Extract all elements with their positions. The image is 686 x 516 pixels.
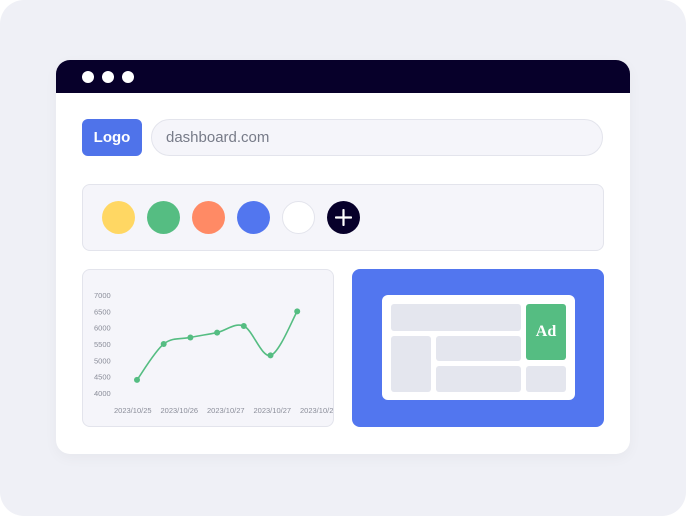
color-swatch[interactable] [102, 201, 135, 234]
color-palette [82, 184, 604, 251]
ad-block[interactable]: Ad [526, 304, 566, 360]
window-dot-icon[interactable] [102, 71, 114, 83]
data-point[interactable] [134, 376, 140, 383]
y-tick-label: 7000 [94, 291, 111, 300]
title-bar [56, 60, 630, 93]
page-mockup: Ad [382, 295, 575, 400]
data-point[interactable] [294, 308, 301, 315]
x-tick-label: 2023/10/27 [207, 406, 245, 415]
sidebar-block [391, 336, 431, 392]
data-point[interactable] [214, 329, 221, 336]
color-swatch[interactable] [147, 201, 180, 234]
y-tick-label: 4000 [94, 389, 111, 398]
header-block [391, 304, 521, 331]
x-tick-label: 2023/10/25 [114, 406, 152, 415]
browser-window: Logo 70006500600055005000450040002023/10… [56, 60, 630, 454]
content-block [526, 366, 566, 392]
y-tick-label: 6500 [94, 307, 111, 316]
data-point[interactable] [160, 341, 167, 347]
data-point[interactable] [267, 352, 274, 359]
window-dot-icon[interactable] [122, 71, 134, 83]
content-block [436, 366, 521, 392]
series-line [136, 310, 298, 381]
content-block [436, 336, 521, 361]
window-dot-icon[interactable] [82, 71, 94, 83]
data-point[interactable] [187, 334, 194, 341]
x-tick-label: 2023/10/26 [161, 406, 199, 415]
color-swatch[interactable] [237, 201, 270, 234]
plus-icon[interactable] [327, 201, 360, 234]
y-tick-label: 4500 [94, 373, 111, 382]
line-chart: 7000 6500 6000 5500 5000 4500 4000 2023/10/25 20… [82, 269, 334, 427]
data-point[interactable] [240, 323, 247, 330]
url-input[interactable] [151, 119, 603, 156]
y-tick-label: 5000 [94, 356, 111, 365]
ad-layout-panel: Ad [352, 269, 604, 427]
y-tick-label: 5500 [94, 340, 111, 349]
logo-button[interactable]: Logo [82, 119, 142, 156]
y-tick-label: 6000 [94, 324, 111, 333]
color-swatch[interactable] [282, 201, 315, 234]
color-swatch[interactable] [192, 201, 225, 234]
x-tick-label: 2023/10/27 [254, 406, 292, 415]
x-tick-label: 2023/10/27 [300, 406, 334, 415]
